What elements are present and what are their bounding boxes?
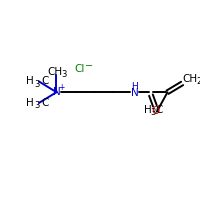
- Text: H: H: [26, 98, 34, 108]
- Text: 3: 3: [34, 101, 40, 110]
- Text: 2: 2: [196, 77, 200, 86]
- Text: C: C: [155, 105, 162, 115]
- Text: 3: 3: [150, 108, 156, 117]
- Text: +: +: [58, 83, 65, 92]
- Text: O: O: [152, 106, 160, 116]
- Text: −: −: [85, 61, 93, 71]
- Text: N: N: [53, 87, 60, 97]
- Text: 3: 3: [62, 70, 67, 79]
- Text: C: C: [41, 76, 48, 86]
- Text: C: C: [41, 98, 48, 108]
- Text: 3: 3: [34, 80, 40, 89]
- Text: N: N: [131, 88, 138, 98]
- Text: CH: CH: [182, 74, 197, 84]
- Text: Cl: Cl: [75, 64, 85, 74]
- Text: CH: CH: [47, 67, 62, 77]
- Text: H: H: [144, 105, 152, 115]
- Text: H: H: [131, 82, 138, 91]
- Text: H: H: [26, 76, 34, 86]
